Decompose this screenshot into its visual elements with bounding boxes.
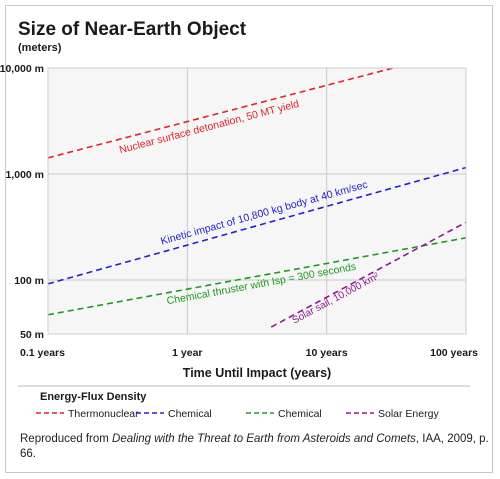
legend-entry: Thermonuclear <box>68 408 139 420</box>
tick-labels: 0.1 years 1 year 10 years 100 years 10,000 m… <box>0 63 478 359</box>
series-line <box>270 221 466 328</box>
x-tick-label: 100 years <box>430 347 478 359</box>
legend: Thermonuclear Chemical Chemical Solar Energ… <box>36 408 439 420</box>
y-axis-label: (meters) <box>18 42 62 54</box>
x-axis-label: Time Until Impact (years) <box>183 366 331 380</box>
legend-entry: Chemical <box>278 408 322 420</box>
legend-title: Energy-Flux Density <box>40 391 147 403</box>
plot-area <box>48 68 466 334</box>
series-lines <box>48 68 466 328</box>
y-tick-label: 100 m <box>14 275 44 287</box>
caption-suffix: , IAA, 2009, p. 66. <box>20 433 489 460</box>
grid-lines <box>48 68 466 334</box>
series-line <box>48 237 466 316</box>
legend-entry: Solar Energy <box>378 408 439 420</box>
y-tick-label: 1,000 m <box>5 169 44 181</box>
chart-title: Size of Near-Earth Object <box>18 19 247 40</box>
x-tick-label: 0.1 years <box>20 347 65 359</box>
legend-entry: Chemical <box>168 408 212 420</box>
series-line <box>48 166 466 285</box>
plot-border <box>47 67 467 335</box>
caption-source-title: Dealing with the Threat to Earth from As… <box>112 433 416 445</box>
x-tick-label: 1 year <box>172 347 202 359</box>
y-tick-label: 50 m <box>20 329 44 341</box>
x-tick-label: 10 years <box>306 347 348 359</box>
y-tick-label: 10,000 m <box>0 63 44 75</box>
caption-prefix: Reproduced from <box>20 433 113 445</box>
source-caption: Reproduced from Dealing with the Threat … <box>20 432 490 462</box>
